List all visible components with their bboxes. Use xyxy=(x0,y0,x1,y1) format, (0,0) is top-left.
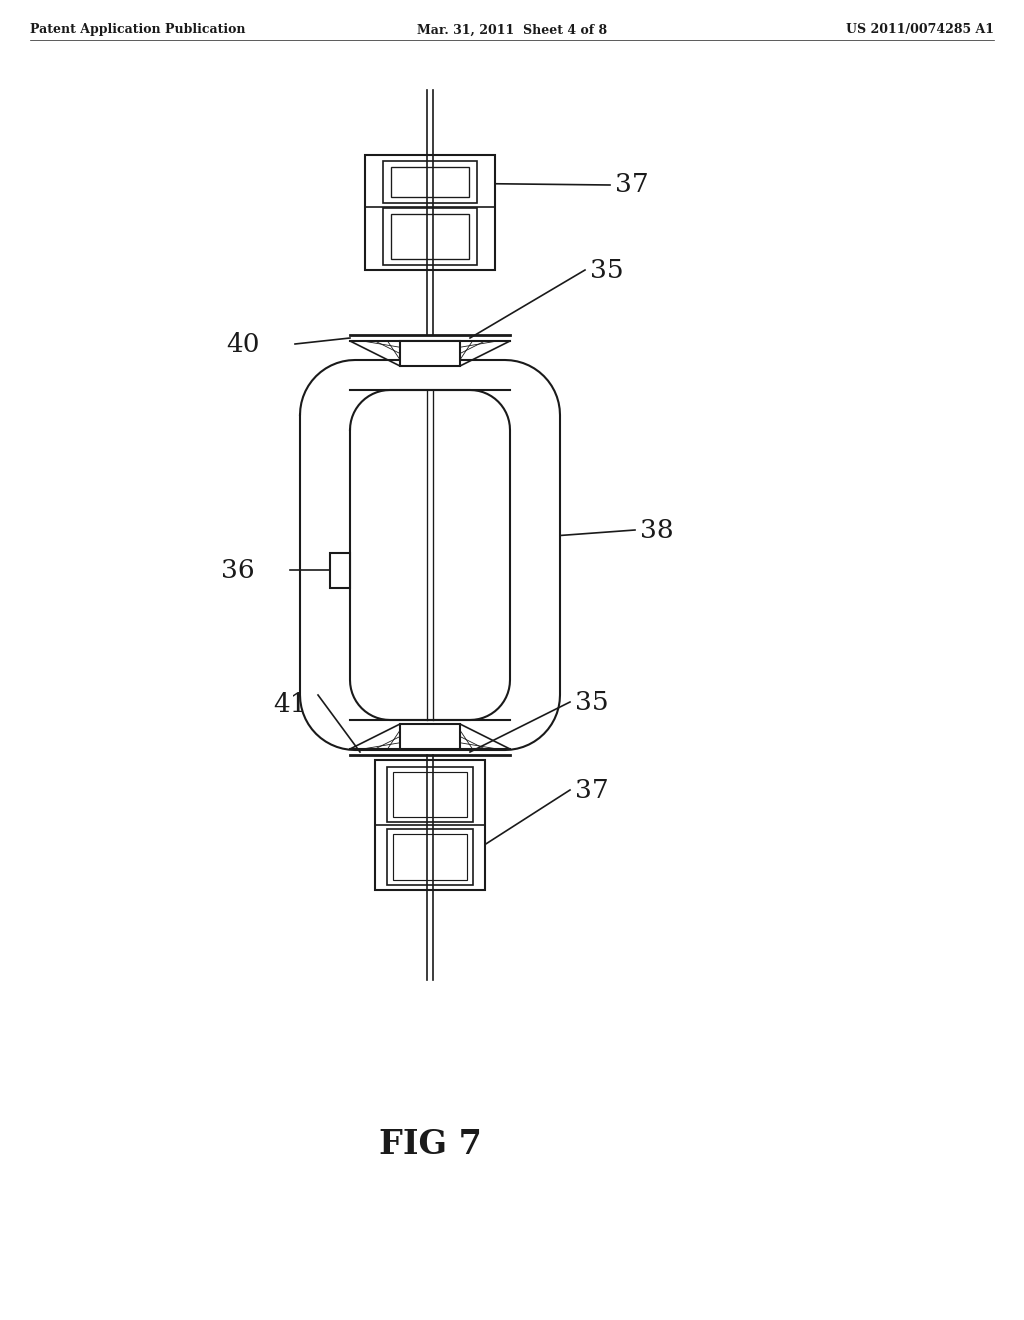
Text: 35: 35 xyxy=(590,257,624,282)
Bar xyxy=(383,207,477,265)
Bar xyxy=(393,834,467,880)
Text: FIG 7: FIG 7 xyxy=(379,1129,481,1162)
Text: 35: 35 xyxy=(575,689,608,714)
Bar xyxy=(383,161,477,203)
Text: 37: 37 xyxy=(615,173,649,198)
Bar xyxy=(400,341,460,366)
Text: Mar. 31, 2011  Sheet 4 of 8: Mar. 31, 2011 Sheet 4 of 8 xyxy=(417,24,607,37)
Text: 37: 37 xyxy=(575,777,608,803)
Text: 38: 38 xyxy=(640,517,674,543)
Bar xyxy=(393,771,467,817)
Bar xyxy=(391,214,469,259)
Bar xyxy=(365,154,495,271)
Bar xyxy=(387,767,473,822)
Text: US 2011/0074285 A1: US 2011/0074285 A1 xyxy=(846,24,994,37)
Text: 36: 36 xyxy=(221,557,255,582)
Bar xyxy=(330,553,350,587)
Bar xyxy=(391,166,469,197)
Bar xyxy=(375,760,485,890)
Text: 40: 40 xyxy=(226,331,260,356)
Text: Patent Application Publication: Patent Application Publication xyxy=(30,24,246,37)
Text: 41: 41 xyxy=(273,693,306,718)
Bar xyxy=(400,723,460,748)
Bar xyxy=(387,829,473,884)
